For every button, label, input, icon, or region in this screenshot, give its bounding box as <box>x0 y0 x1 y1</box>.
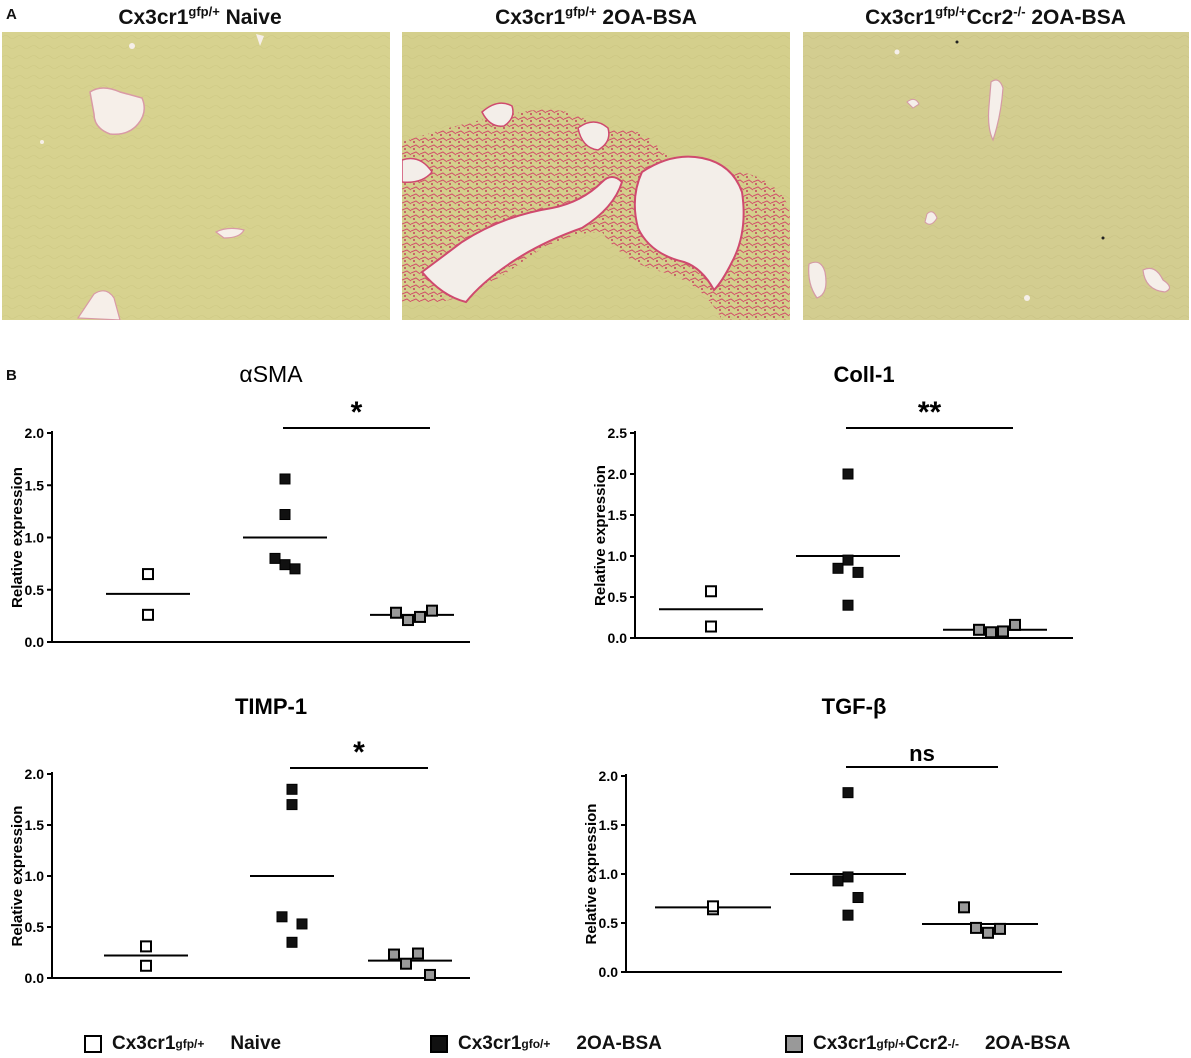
y-tick-label: 2.0 <box>25 766 45 782</box>
photo-title-naive: Cx3cr1gfp/+ Naive <box>118 4 282 29</box>
data-point <box>852 892 864 904</box>
charts-area: αSMA Relative expression 0.0 0.5 1.0 1.5 2.0 * C… <box>9 361 1073 986</box>
y-tick-label: 2.5 <box>608 425 628 441</box>
data-point <box>973 623 985 636</box>
data-point <box>832 562 844 574</box>
legend-swatch-2oa-bsa <box>430 1035 448 1053</box>
data-point <box>426 604 438 617</box>
data-point <box>832 875 844 887</box>
data-point <box>142 608 154 621</box>
significance-label: ** <box>918 396 942 429</box>
y-tick-label: 1.5 <box>599 817 619 833</box>
data-point <box>705 620 717 633</box>
data-point <box>412 947 424 960</box>
data-point <box>286 799 298 811</box>
chart-0: αSMA Relative expression 0.0 0.5 1.0 1.5 2.0 * <box>9 361 470 650</box>
data-point <box>289 563 301 575</box>
chart-title: Coll-1 <box>833 362 894 387</box>
chart-title: TIMP-1 <box>235 694 307 719</box>
significance-label: * <box>353 736 365 769</box>
data-point <box>842 871 854 883</box>
data-point <box>997 625 1009 638</box>
legend-item-naive: Cx3cr1 gfp/+ Naive <box>84 1032 281 1056</box>
data-point <box>286 783 298 795</box>
panel-letter-b: B <box>6 367 17 384</box>
data-point <box>279 473 291 485</box>
y-axis-label: Relative expression <box>9 806 26 947</box>
data-point <box>279 559 291 571</box>
y-tick-label: 1.5 <box>608 507 628 523</box>
chart-2: TIMP-1 Relative expression 0.0 0.5 1.0 1.5 2.0… <box>9 694 470 986</box>
photo-title-2oa-bsa: Cx3cr1gfp/+ 2OA-BSA <box>495 4 697 29</box>
y-tick-label: 1.5 <box>25 477 45 493</box>
data-point <box>424 968 436 981</box>
data-point <box>402 614 414 627</box>
y-tick-label: 0.0 <box>599 964 619 980</box>
legend-swatch-naive <box>84 1035 102 1053</box>
data-point <box>140 959 152 972</box>
y-axis-label: Relative expression <box>592 465 609 606</box>
data-point <box>985 626 997 639</box>
y-tick-label: 1.0 <box>25 868 45 884</box>
y-tick-label: 0.5 <box>608 589 628 605</box>
data-point <box>842 787 854 799</box>
y-tick-label: 0.5 <box>25 919 45 935</box>
data-point <box>705 585 717 598</box>
data-point <box>286 936 298 948</box>
chart-title: αSMA <box>239 361 303 387</box>
y-tick-label: 1.0 <box>599 866 619 882</box>
chart-title: TGF-β <box>822 694 887 719</box>
data-point <box>1009 618 1021 631</box>
data-point <box>269 552 281 564</box>
data-point <box>279 509 291 521</box>
y-tick-label: 2.0 <box>25 425 45 441</box>
legend-item-ccr2-2oa-bsa: Cx3cr1 gfp/+ Ccr2 -/- 2OA-BSA <box>785 1032 1070 1056</box>
y-tick-label: 1.0 <box>608 548 628 564</box>
data-point <box>140 940 152 953</box>
y-tick-label: 0.5 <box>599 915 619 931</box>
y-tick-label: 2.0 <box>599 768 619 784</box>
significance-label: ns <box>909 741 935 766</box>
data-point <box>982 926 994 939</box>
legend-item-2oa-bsa: Cx3cr1 gfo/+ 2OA-BSA <box>430 1032 662 1056</box>
y-tick-label: 0.0 <box>25 970 45 986</box>
y-tick-label: 2.0 <box>608 466 628 482</box>
y-tick-label: 1.5 <box>25 817 45 833</box>
significance-label: * <box>351 396 363 429</box>
data-point <box>842 554 854 566</box>
data-point <box>707 900 719 913</box>
y-axis-label: Relative expression <box>583 804 600 945</box>
data-point <box>970 921 982 934</box>
y-tick-label: 0.0 <box>25 634 45 650</box>
data-point <box>958 901 970 914</box>
histology-image-2oa-bsa <box>402 32 790 320</box>
panel-letter-a: A <box>6 6 17 23</box>
y-tick-label: 0.0 <box>608 630 628 646</box>
data-point <box>842 468 854 480</box>
data-point <box>414 610 426 623</box>
histology-image-naive <box>2 32 390 320</box>
data-point <box>390 606 402 619</box>
data-point <box>842 909 854 921</box>
data-point <box>142 568 154 581</box>
chart-3: TGF-β Relative expression 0.0 0.5 1.0 1.5 2.0 n… <box>583 694 1062 980</box>
y-tick-label: 1.0 <box>25 530 45 546</box>
y-tick-label: 0.5 <box>25 582 45 598</box>
data-point <box>400 957 412 970</box>
data-point <box>296 918 308 930</box>
legend-swatch-ccr2-2oa-bsa <box>785 1035 803 1053</box>
data-point <box>994 922 1006 935</box>
data-point <box>852 566 864 578</box>
data-point <box>842 599 854 611</box>
data-point <box>276 911 288 923</box>
photo-title-ccr2-2oa-bsa: Cx3cr1gfp/+Ccr2-/- 2OA-BSA <box>865 4 1126 29</box>
chart-1: Coll-1 Relative expression 0.0 0.5 1.0 1.5 2.0… <box>592 362 1073 646</box>
y-axis-label: Relative expression <box>9 467 26 608</box>
data-point <box>388 948 400 961</box>
histology-image-ccr2-2oa-bsa <box>803 32 1189 320</box>
